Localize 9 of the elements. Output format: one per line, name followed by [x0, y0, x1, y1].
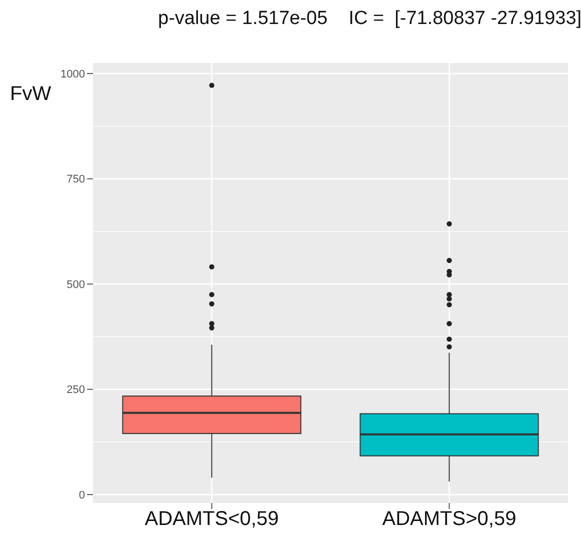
y-tick-label: 250: [66, 384, 85, 396]
y-tick-label: 500: [66, 278, 85, 291]
x-tick-label: ADAMTS>0,59: [382, 508, 516, 530]
y-tick-label: 1000: [60, 68, 85, 80]
y-tick-label: 0: [78, 489, 85, 502]
x-tick-label: ADAMTS<0,59: [144, 508, 279, 530]
y-tick-label: 750: [66, 174, 85, 186]
chart-title: p-value = 1.517e-05 IC = [-71.80837 -27.91933]: [158, 8, 581, 30]
y-axis-title: FvW: [10, 83, 52, 106]
